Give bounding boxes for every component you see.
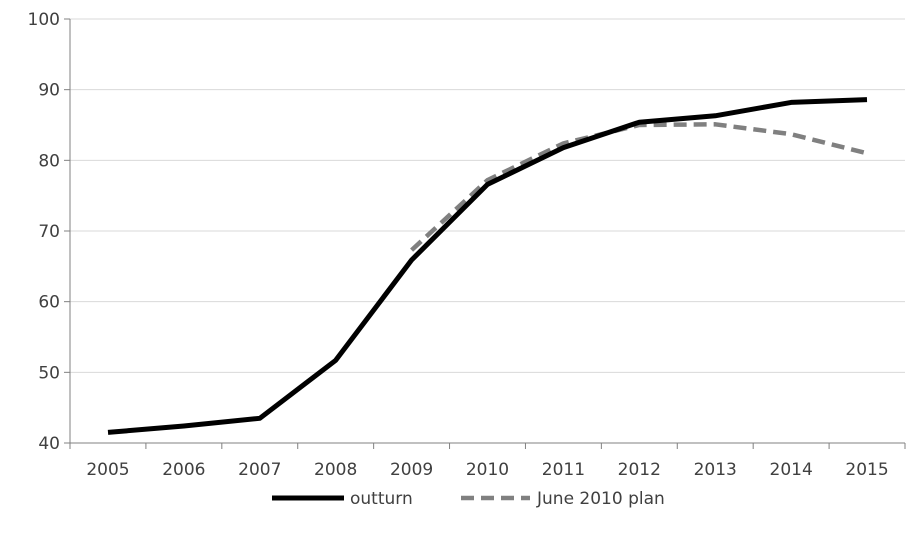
gridlines (70, 18, 905, 373)
x-axis-ticks: 2005 2006 2007 2008 2009 2010 2011 2012 2013 2014… (86, 460, 888, 480)
x-tick-label: 2014 (770, 460, 813, 480)
y-tick-label: 40 (38, 434, 60, 454)
x-tick-label: 2012 (618, 460, 661, 480)
x-tick-label: 2006 (162, 460, 205, 480)
axes (64, 18, 906, 449)
y-tick-label: 100 (28, 10, 60, 30)
y-axis-ticks: 40 50 60 70 80 90 100 (28, 10, 60, 454)
x-tick-label: 2015 (845, 460, 888, 480)
series-line-june-2010-plan (410, 122, 868, 252)
x-tick-label: 2011 (542, 460, 585, 480)
legend: outturn June 2010 plan (272, 489, 665, 509)
x-tick-label: 2005 (86, 460, 129, 480)
x-tick-label: 2009 (390, 460, 433, 480)
legend-label-june-2010-plan: June 2010 plan (536, 489, 665, 509)
x-tick-label: 2007 (238, 460, 281, 480)
x-tick-label: 2010 (466, 460, 509, 480)
x-tick-label: 2008 (314, 460, 357, 480)
series-line-outturn (107, 97, 868, 435)
y-tick-label: 60 (38, 293, 60, 313)
y-tick-label: 90 (38, 81, 60, 101)
x-tick-label: 2013 (694, 460, 737, 480)
y-tick-label: 80 (38, 151, 60, 171)
legend-label-outturn: outturn (350, 489, 413, 509)
y-tick-label: 70 (38, 222, 60, 242)
y-tick-label: 50 (38, 363, 60, 383)
series-lines (107, 97, 868, 435)
